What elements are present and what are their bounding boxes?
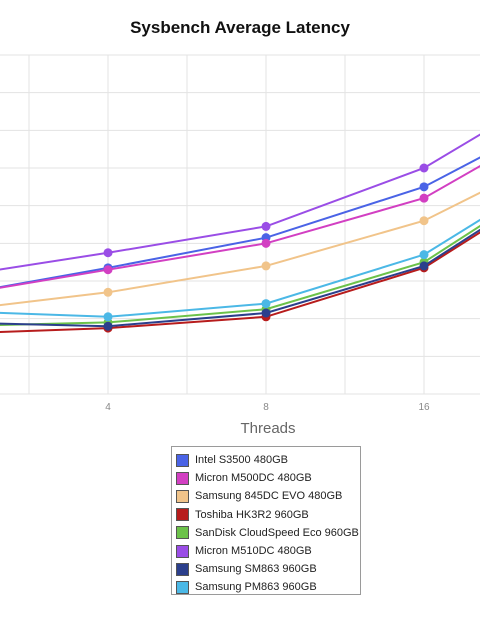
legend-item[interactable]: Micron M500DC 480GB: [176, 469, 360, 487]
legend-label: Intel S3500 480GB: [195, 454, 288, 467]
data-point[interactable]: [419, 182, 429, 192]
legend-label: Micron M510DC 480GB: [195, 545, 312, 558]
series-2: [0, 191, 480, 307]
data-point[interactable]: [261, 221, 271, 231]
legend-item[interactable]: Toshiba HK3R2 960GB: [176, 506, 360, 524]
legend-item[interactable]: Samsung 845DC EVO 480GB: [176, 487, 360, 505]
legend-label: Samsung SM863 960GB: [195, 563, 317, 576]
data-point[interactable]: [261, 308, 271, 318]
x-tick-label: 8: [263, 402, 269, 413]
data-point[interactable]: [103, 287, 113, 297]
legend-swatch: [176, 580, 189, 594]
chart-title: Sysbench Average Latency: [130, 18, 350, 37]
data-point[interactable]: [419, 163, 429, 173]
legend-swatch: [176, 526, 189, 540]
legend-swatch: [176, 453, 189, 467]
data-point[interactable]: [261, 261, 271, 271]
x-tick-label: 16: [418, 402, 430, 413]
legend-swatch: [176, 489, 189, 503]
data-point[interactable]: [419, 216, 429, 226]
data-point[interactable]: [261, 299, 271, 309]
data-point[interactable]: [419, 250, 429, 260]
data-point[interactable]: [103, 265, 113, 275]
legend-item[interactable]: Samsung PM863 960GB: [176, 578, 360, 596]
legend-item[interactable]: SanDisk CloudSpeed Eco 960GB: [176, 524, 360, 542]
data-point[interactable]: [261, 238, 271, 248]
legend-swatch: [176, 562, 189, 576]
data-point[interactable]: [103, 321, 113, 331]
x-tick-labels: 4 8 16: [105, 402, 430, 413]
legend-item[interactable]: Intel S3500 480GB: [176, 451, 360, 469]
legend-item[interactable]: Samsung SM863 960GB: [176, 560, 360, 578]
x-axis-label: Threads: [240, 420, 295, 437]
legend-label: Samsung PM863 960GB: [195, 581, 317, 594]
series-5: [0, 133, 480, 271]
legend: Intel S3500 480GB Micron M500DC 480GB Sams…: [171, 446, 361, 595]
series-1: [0, 164, 480, 289]
legend-label: Samsung 845DC EVO 480GB: [195, 490, 343, 503]
series-line: [0, 218, 480, 318]
legend-swatch: [176, 471, 189, 485]
legend-label: Toshiba HK3R2 960GB: [195, 508, 309, 521]
data-point[interactable]: [419, 261, 429, 271]
series-lines: [0, 133, 480, 333]
data-point[interactable]: [103, 248, 113, 258]
series-7: [0, 218, 480, 322]
series-6: [0, 228, 480, 331]
series-line: [0, 191, 480, 307]
legend-label: SanDisk CloudSpeed Eco 960GB: [195, 526, 359, 539]
data-point[interactable]: [103, 312, 113, 322]
data-point[interactable]: [419, 193, 429, 203]
grid: [0, 54, 480, 395]
legend-swatch: [176, 508, 189, 522]
series-line: [0, 228, 480, 328]
legend-item[interactable]: Micron M510DC 480GB: [176, 542, 360, 560]
legend-label: Micron M500DC 480GB: [195, 472, 312, 485]
x-tick-label: 4: [105, 402, 111, 413]
legend-swatch: [176, 544, 189, 558]
